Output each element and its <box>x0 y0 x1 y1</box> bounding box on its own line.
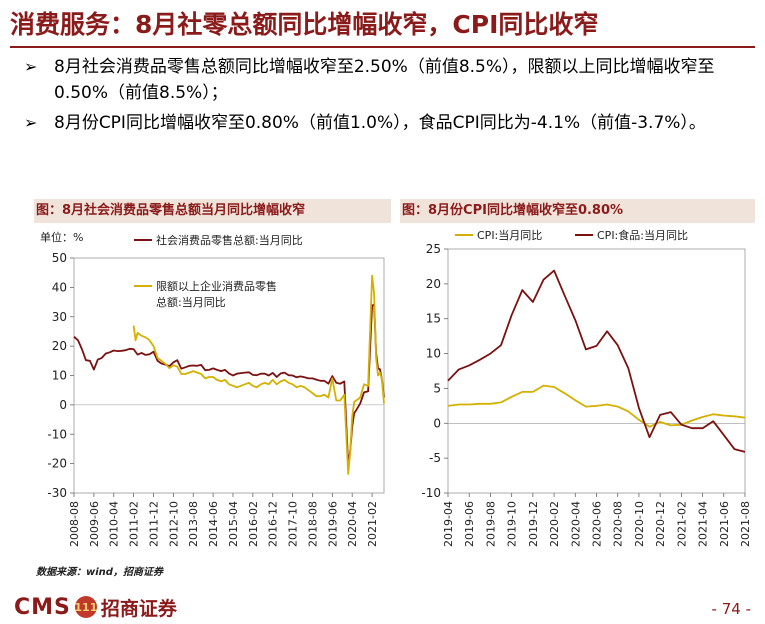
x-tick-label: 2021-06 <box>718 501 731 547</box>
y-tick-label: 20 <box>52 339 67 353</box>
x-tick-label: 2019-06 <box>326 501 339 547</box>
y-tick-label: 5 <box>433 381 441 395</box>
legend-label: 总额:当月同比 <box>156 295 226 309</box>
x-tick-label: 2019-04 <box>442 501 455 547</box>
bullet-list: ➢ 8月社会消费品零售总额同比增幅收窄至2.50%（前值8.5%），限额以上同比… <box>24 54 759 140</box>
bullet-text: 8月社会消费品零售总额同比增幅收窄至2.50%（前值8.5%），限额以上同比增幅… <box>54 57 715 103</box>
x-tick-label: 2010-04 <box>108 501 121 547</box>
y-tick-label: -30 <box>47 486 67 500</box>
cpi-chart: -10 -5 0 5 10 15 20 25 2019-04 2019-06 2019-08 2019… <box>421 228 752 547</box>
x-tick-label: 2016-02 <box>247 501 260 547</box>
x-tick-label: 2020-04 <box>346 501 359 547</box>
retail-sales-chart: -30 -20 -10 0 10 20 30 40 50 2008-08 2009-06 2010-0… <box>40 230 385 547</box>
retail-sales-chart-panel: 图：8月社会消费品零售总额当月同比增幅收窄 -30 -20 -10 0 10 20 30 40… <box>34 199 391 559</box>
x-tick-label: 2014-06 <box>207 501 220 547</box>
plot-area <box>447 248 746 494</box>
x-tick-label: 2013-08 <box>187 501 200 547</box>
data-source-note: 数据来源：wind，招商证券 <box>36 567 163 578</box>
x-tick-label: 2011-12 <box>147 501 160 547</box>
title-divider <box>10 46 755 48</box>
legend-label: 限额以上企业消费品零售 <box>156 279 277 293</box>
y-tick-label: -10 <box>47 427 67 441</box>
x-tick-label: 2020-12 <box>654 501 667 547</box>
bullet-item: ➢ 8月份CPI同比增幅收窄至0.80%（前值1.0%），食品CPI同比为-4.… <box>24 110 759 136</box>
bullet-item: ➢ 8月社会消费品零售总额同比增幅收窄至2.50%（前值8.5%），限额以上同比… <box>24 54 759 106</box>
x-tick-label: 2020-04 <box>569 501 582 547</box>
logo-company-name: 招商证券 <box>100 597 177 620</box>
y-tick-label: 50 <box>52 251 67 265</box>
x-tick-label: 2021-02 <box>366 501 379 547</box>
x-tick-label: 2021-02 <box>675 501 688 547</box>
x-tick-label: 2019-10 <box>506 501 519 547</box>
x-tick-label: 2020-08 <box>612 501 625 547</box>
chart-title: 图：8月份CPI同比增幅收窄至0.80% <box>400 199 755 223</box>
y-tick-label: 10 <box>426 347 441 361</box>
legend-label: CPI:食品:当月同比 <box>597 228 688 242</box>
x-tick-label: 2009-06 <box>88 501 101 547</box>
y-tick-label: 15 <box>426 312 441 326</box>
x-tick-label: 2019-08 <box>484 501 497 547</box>
x-tick-label: 2020-06 <box>591 501 604 547</box>
logo-cms-text: CMS <box>14 594 71 620</box>
x-tick-label: 2011-02 <box>128 501 141 547</box>
x-tick-label: 2008-08 <box>68 501 81 547</box>
y-tick-label: 0 <box>59 398 67 412</box>
company-logo: CMS 111 招商证券 <box>14 592 177 622</box>
x-tick-label: 2021-04 <box>697 501 710 547</box>
logo-badge-icon: 111 <box>74 596 97 618</box>
y-tick-label: 0 <box>433 416 441 430</box>
y-tick-label: 40 <box>52 280 67 294</box>
x-tick-label: 2021-08 <box>739 501 752 547</box>
y-tick-label: -5 <box>429 451 441 465</box>
chart-title: 图：8月社会消费品零售总额当月同比增幅收窄 <box>34 199 391 223</box>
x-tick-label: 2017-10 <box>287 501 300 547</box>
cpi-chart-panel: 图：8月份CPI同比增幅收窄至0.80% -10 -5 0 5 10 15 20 25 2019… <box>400 199 755 559</box>
x-tick-label: 2018-08 <box>306 501 319 547</box>
y-tick-label: 25 <box>426 242 441 256</box>
page-title: 消费服务：8月社零总额同比增幅收窄，CPI同比收窄 <box>10 10 599 39</box>
series-line <box>447 269 746 453</box>
y-tick-label: 10 <box>52 369 67 383</box>
x-tick-label: 2012-10 <box>167 501 180 547</box>
x-tick-label: 2015-04 <box>227 501 240 547</box>
legend-label: CPI:当月同比 <box>477 228 542 242</box>
bullet-arrow-icon: ➢ <box>24 57 38 76</box>
x-tick-label: 2020-10 <box>633 501 646 547</box>
y-tick-label: -10 <box>421 486 441 500</box>
series-line <box>132 274 385 475</box>
x-tick-label: 2019-12 <box>527 501 540 547</box>
x-tick-label: 2016-12 <box>267 501 280 547</box>
legend-label: 社会消费品零售总额:当月同比 <box>156 233 303 247</box>
x-tick-label: 2020-02 <box>548 501 561 547</box>
page-number: - 74 - <box>711 600 751 618</box>
plot-area <box>73 257 385 494</box>
bullet-arrow-icon: ➢ <box>24 113 38 132</box>
series-line <box>447 384 746 428</box>
x-tick-label: 2019-06 <box>463 501 476 547</box>
y-tick-label: -20 <box>47 457 67 471</box>
y-tick-label: 20 <box>426 277 441 291</box>
unit-label: 单位：% <box>40 230 83 244</box>
bullet-text: 8月份CPI同比增幅收窄至0.80%（前值1.0%），食品CPI同比为-4.1%… <box>54 113 706 133</box>
y-tick-label: 30 <box>52 310 67 324</box>
